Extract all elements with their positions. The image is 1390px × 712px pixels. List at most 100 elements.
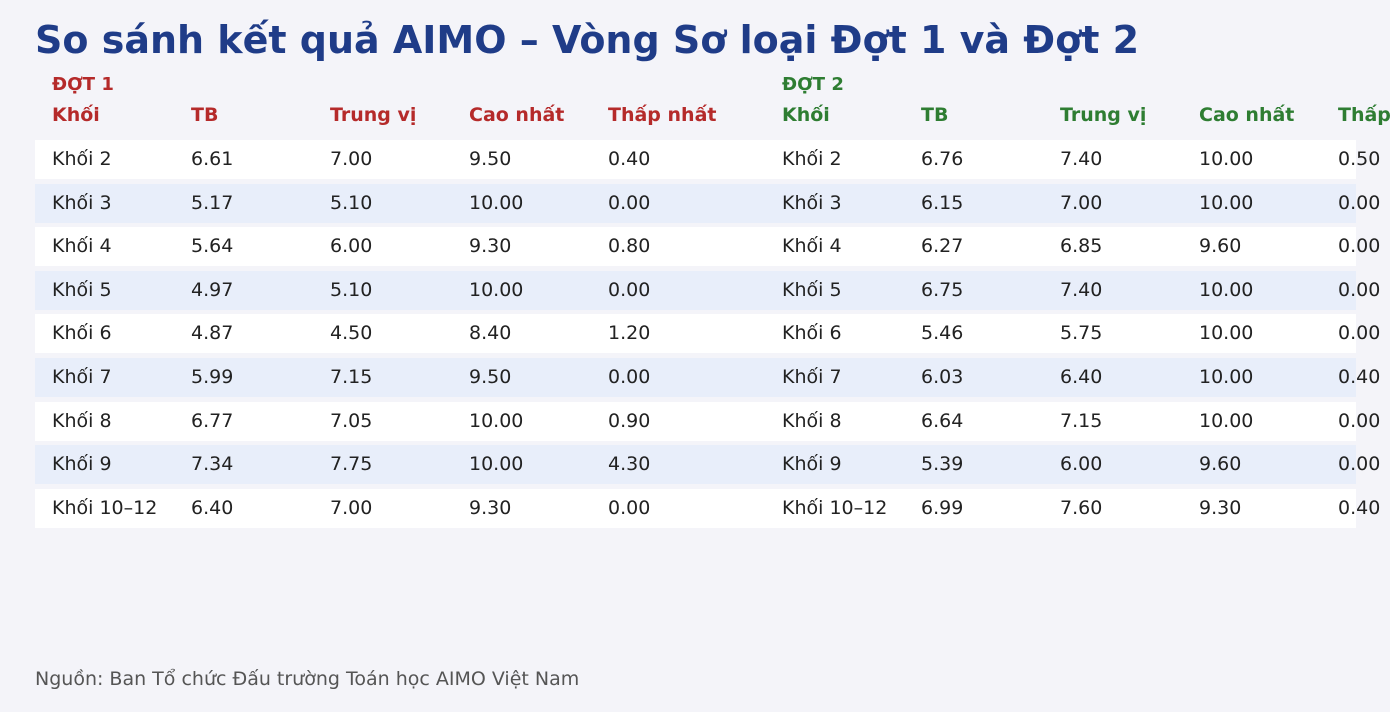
- table-cell: 6.00: [1060, 453, 1103, 476]
- table-cell: 1.20: [608, 322, 651, 345]
- table-cell: 7.00: [1060, 191, 1103, 214]
- table-cell: Khối 3: [52, 191, 112, 214]
- table-cell: 0.40: [1338, 366, 1381, 388]
- table-cell: 0.00: [608, 191, 651, 214]
- table-cell: 10.00: [1199, 278, 1254, 301]
- table-cell: 5.46: [921, 322, 964, 345]
- table-cell: 7.15: [1060, 409, 1103, 432]
- table-cell: 9.30: [1199, 496, 1242, 519]
- table-cell: 7.05: [330, 409, 373, 432]
- column-header: Khối: [782, 104, 830, 126]
- table-cell: 6.15: [921, 191, 964, 214]
- table-cell: 0.00: [1338, 235, 1381, 258]
- table-cell: 10.00: [469, 409, 524, 432]
- table-cell: 6.61: [191, 148, 234, 170]
- column-header: Khối: [52, 104, 100, 126]
- table-cell: 4.50: [330, 322, 373, 345]
- group-label: ĐỢT 1: [52, 74, 114, 95]
- table-cell: 0.50: [1338, 148, 1381, 170]
- column-header: Trung vị: [1060, 104, 1147, 126]
- table-cell: 6.03: [921, 366, 964, 388]
- table-cell: 6.40: [191, 496, 234, 519]
- table-cell: 0.00: [608, 366, 651, 388]
- table-cell: 10.00: [469, 191, 524, 214]
- table-cell: 5.10: [330, 278, 373, 301]
- table-cell: 6.00: [330, 235, 373, 258]
- row-band: [35, 314, 1356, 354]
- table-cell: 9.50: [469, 366, 512, 388]
- row-band: [35, 445, 1356, 485]
- source: Nguồn: Ban Tổ chức Đấu trường Toán học A…: [35, 668, 580, 690]
- table-cell: Khối 2: [782, 148, 842, 170]
- table-cell: 7.40: [1060, 278, 1103, 301]
- table-cell: 9.30: [469, 496, 512, 519]
- table-cell: 9.60: [1199, 453, 1242, 476]
- table-cell: 7.75: [330, 453, 373, 476]
- row-band: [35, 488, 1356, 528]
- table-cell: 5.17: [191, 191, 234, 214]
- table-cell: Khối 9: [52, 453, 112, 476]
- table-cell: 7.00: [330, 496, 373, 519]
- table-cell: 10.00: [1199, 366, 1254, 388]
- column-header: TB: [191, 104, 219, 126]
- column-header: Cao nhất: [469, 104, 565, 126]
- table-cell: 10.00: [469, 278, 524, 301]
- column-header: Thấp nhất: [608, 104, 717, 126]
- table-cell: 7.60: [1060, 496, 1103, 519]
- table-cell: 5.10: [330, 191, 373, 214]
- table-cell: 4.97: [191, 278, 234, 301]
- table-cell: 0.00: [1338, 191, 1381, 214]
- table-cell: 0.40: [1338, 496, 1381, 519]
- column-header: Thấp nhất: [1338, 104, 1390, 126]
- table-cell: 9.30: [469, 235, 512, 258]
- table-cell: 9.50: [469, 148, 512, 170]
- table-cell: 0.00: [1338, 322, 1381, 345]
- table-cell: Khối 7: [782, 366, 842, 388]
- table-cell: 0.40: [608, 148, 651, 170]
- title: So sánh kết quả AIMO – Vòng Sơ loại Đợt …: [35, 18, 1140, 62]
- row-band: [35, 270, 1356, 310]
- table-cell: 6.40: [1060, 366, 1103, 388]
- table-cell: 5.75: [1060, 322, 1103, 345]
- table-cell: 4.30: [608, 453, 651, 476]
- table-cell: Khối 3: [782, 191, 842, 214]
- table-cell: 6.75: [921, 278, 964, 301]
- column-header: TB: [921, 104, 949, 126]
- table-cell: 0.80: [608, 235, 651, 258]
- table-cell: 10.00: [1199, 191, 1254, 214]
- table-cell: Khối 10–12: [52, 496, 158, 519]
- table-cell: 8.40: [469, 322, 512, 345]
- row-band: [35, 401, 1356, 441]
- table-cell: 9.60: [1199, 235, 1242, 258]
- table-cell: 7.15: [330, 366, 373, 388]
- table-cell: 0.00: [608, 496, 651, 519]
- table-cell: Khối 8: [782, 409, 842, 432]
- table-cell: 7.40: [1060, 148, 1103, 170]
- column-header: Cao nhất: [1199, 104, 1295, 126]
- table-cell: Khối 6: [52, 322, 112, 345]
- table-cell: 0.00: [608, 278, 651, 301]
- table-cell: 5.39: [921, 453, 964, 476]
- table-cell: 6.64: [921, 409, 964, 432]
- row-band: [35, 140, 1356, 179]
- table-cell: 6.77: [191, 409, 234, 432]
- table-cell: 10.00: [469, 453, 524, 476]
- table-cell: 10.00: [1199, 322, 1254, 345]
- table-cell: 5.64: [191, 235, 234, 258]
- table-cell: Khối 9: [782, 453, 842, 476]
- table-cell: 10.00: [1199, 409, 1254, 432]
- table-cell: 6.76: [921, 148, 964, 170]
- row-band: [35, 227, 1356, 267]
- table-cell: 5.99: [191, 366, 234, 388]
- table-cell: Khối 6: [782, 322, 842, 345]
- table-cell: Khối 8: [52, 409, 112, 432]
- table-cell: 0.00: [1338, 453, 1381, 476]
- table-cell: Khối 2: [52, 148, 112, 170]
- table-cell: Khối 7: [52, 366, 112, 388]
- table-cell: Khối 5: [782, 278, 842, 301]
- table-cell: Khối 4: [52, 235, 112, 258]
- table-cell: 0.00: [1338, 409, 1381, 432]
- row-band: [35, 358, 1356, 397]
- table-cell: 0.00: [1338, 278, 1381, 301]
